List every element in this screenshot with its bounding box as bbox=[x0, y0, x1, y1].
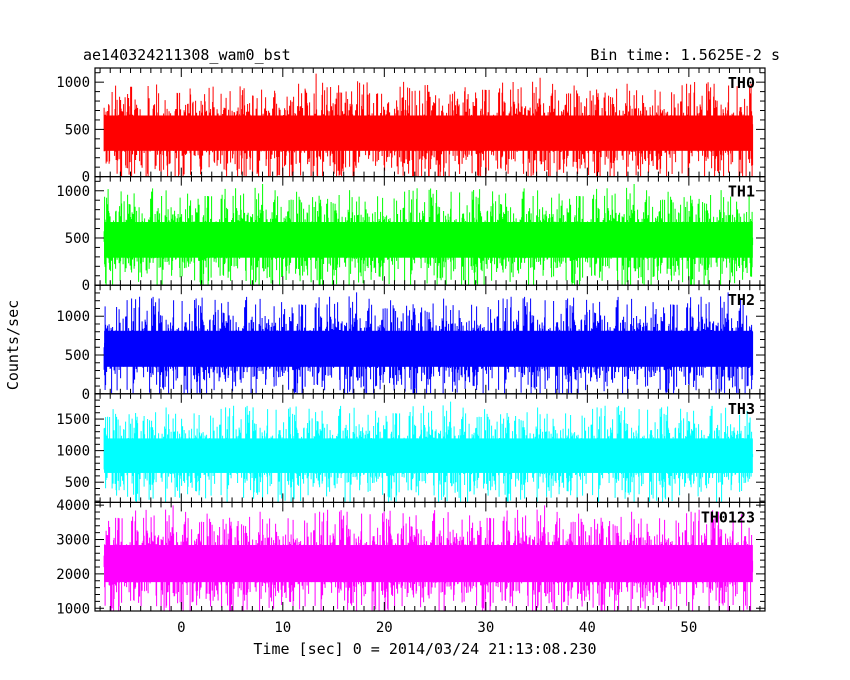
panel-label: TH0 bbox=[728, 74, 755, 92]
panel-label: TH3 bbox=[728, 400, 755, 418]
chart-title-left: ae140324211308_wam0_bst bbox=[83, 46, 291, 64]
panel-frame bbox=[94, 501, 766, 612]
series-core-th0123 bbox=[104, 545, 753, 583]
series-core-th3 bbox=[104, 438, 753, 473]
x-tick-label: 30 bbox=[477, 620, 494, 636]
panel-th3: 500 1000 1500 TH3 bbox=[56, 393, 766, 503]
panel-th1: 0 500 1000 TH1 bbox=[56, 176, 766, 294]
y-tick-label: 0 bbox=[82, 278, 90, 294]
panel-label: TH1 bbox=[728, 183, 755, 201]
y-tick-label: 0 bbox=[82, 387, 90, 403]
y-tick-label: 0 bbox=[82, 170, 90, 186]
y-tick-label: 1000 bbox=[56, 75, 90, 91]
y-tick-label: 3000 bbox=[56, 533, 90, 549]
x-axis-label: Time [sec] 0 = 2014/03/24 21:13:08.230 bbox=[253, 640, 596, 658]
y-tick-label: 500 bbox=[65, 122, 90, 138]
y-tick-label: 1000 bbox=[56, 309, 90, 325]
y-tick-label: 1000 bbox=[56, 601, 90, 617]
x-tick-label: 20 bbox=[376, 620, 393, 636]
series-core-th0 bbox=[104, 115, 753, 151]
chart-title-right: Bin time: 1.5625E-2 s bbox=[590, 46, 780, 64]
panel-label: TH0123 bbox=[701, 508, 755, 526]
y-tick-label: 1000 bbox=[56, 444, 90, 460]
series-core-th1 bbox=[104, 222, 753, 258]
x-tick-label: 10 bbox=[274, 620, 291, 636]
x-tick-label: 0 bbox=[177, 620, 185, 636]
series-core-th2 bbox=[104, 330, 753, 367]
x-tick-label: 50 bbox=[680, 620, 697, 636]
y-tick-label: 1000 bbox=[56, 184, 90, 200]
x-axis: 0 10 20 30 40 50 bbox=[177, 620, 697, 636]
panel-th2: 0 500 1000 TH2 bbox=[56, 284, 766, 403]
panel-th0123: 1000 2000 3000 4000 TH0123 bbox=[56, 498, 766, 617]
y-tick-label: 4000 bbox=[56, 498, 90, 514]
y-tick-label: 500 bbox=[65, 348, 90, 364]
panel-label: TH2 bbox=[728, 291, 755, 309]
y-tick-label: 500 bbox=[65, 231, 90, 247]
x-tick-label: 40 bbox=[579, 620, 596, 636]
y-tick-label: 500 bbox=[65, 475, 90, 491]
y-tick-label: 1500 bbox=[56, 412, 90, 428]
y-tick-label: 2000 bbox=[56, 567, 90, 583]
panel-th0: 0 500 1000 TH0 bbox=[56, 67, 766, 186]
panels: 0 500 1000 TH0 0 500 1000 TH1 0 500 1000 TH2 500 1000… bbox=[56, 67, 766, 617]
y-axis-label: Counts/sec bbox=[4, 300, 22, 390]
